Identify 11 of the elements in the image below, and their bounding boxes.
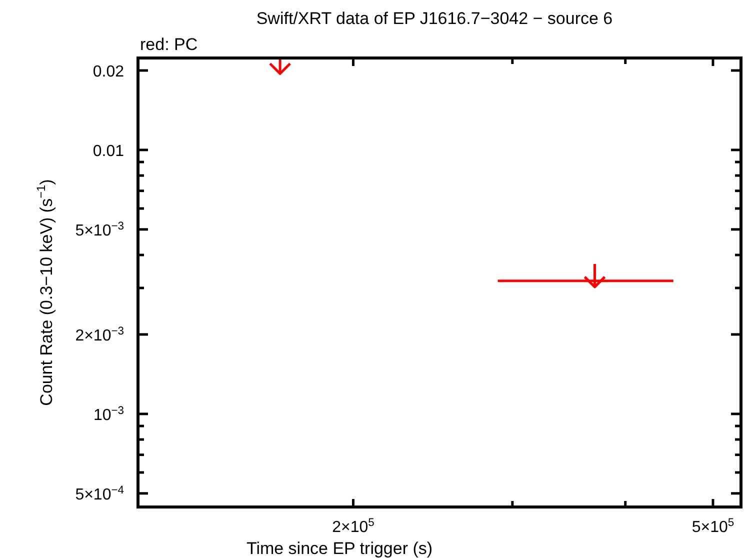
x-tick-label: 5×10$^{5}$ <box>692 517 734 536</box>
y-tick-label: 5×10$^{−3}$ <box>75 220 124 240</box>
y-tick-label: 5×10$^{−4}$ <box>75 484 124 504</box>
y-tick-label: 0.01 <box>92 142 124 160</box>
y-tick-label: 2×10$^{−3}$ <box>75 325 124 344</box>
x-tick-label: 2×10$^{5}$ <box>332 517 374 536</box>
y-tick-label: 10$^{−3}$ <box>93 404 124 424</box>
y-tick-label: 0.02 <box>92 63 124 80</box>
text: red: PC <box>140 35 198 54</box>
x-axis-title: Time since EP trigger (s) <box>246 539 433 558</box>
chart-title: Swift/XRT data of EP J1616.7−3042 − source 6 <box>256 9 613 28</box>
